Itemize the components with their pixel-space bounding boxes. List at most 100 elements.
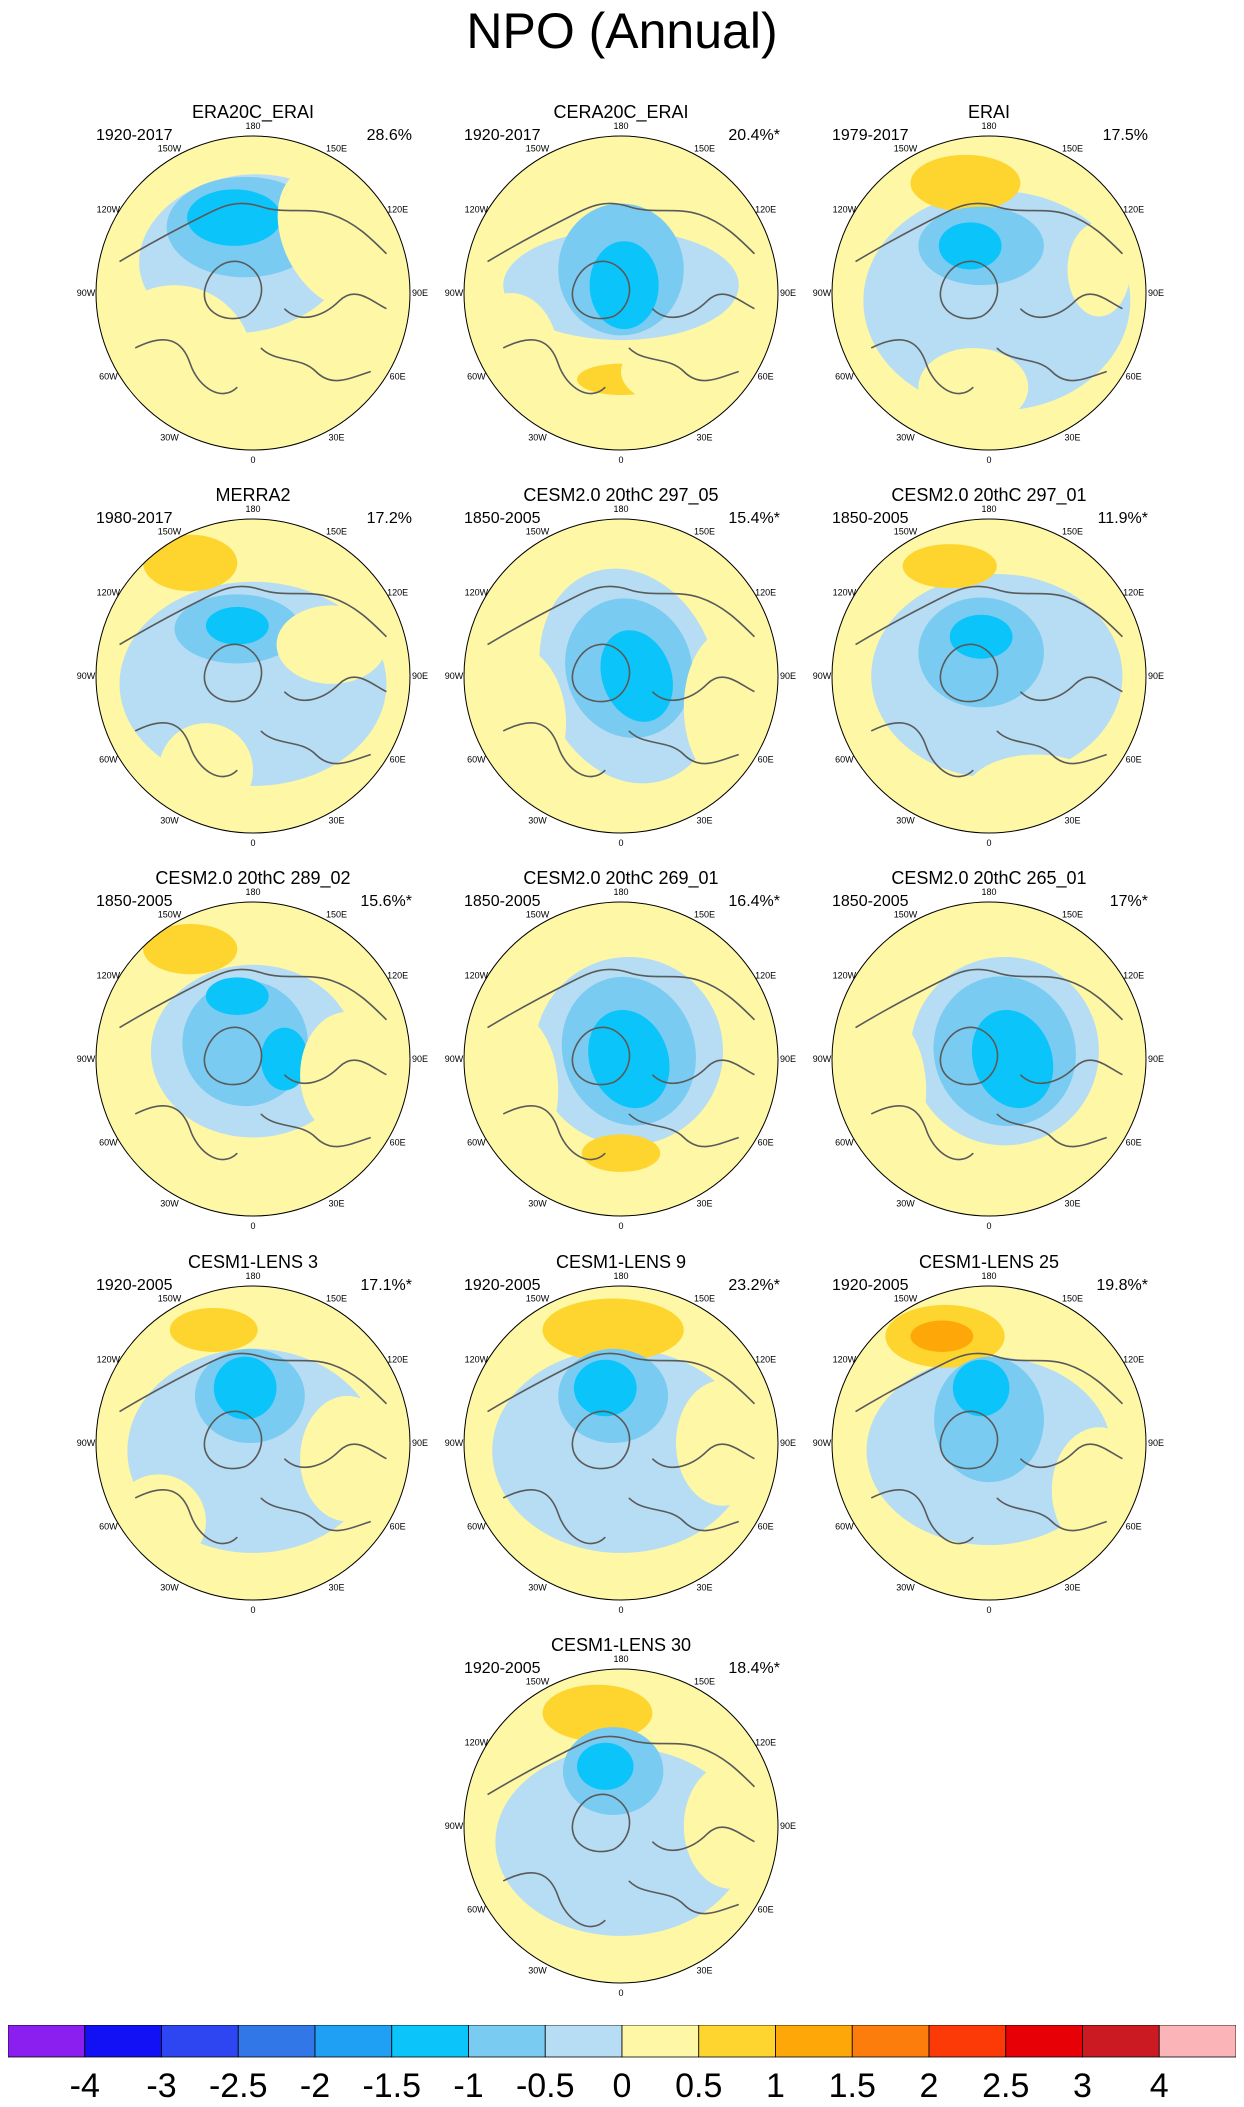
longitude-label: 120E bbox=[1123, 588, 1144, 598]
longitude-label: 150E bbox=[694, 1293, 715, 1303]
map-frame bbox=[463, 518, 779, 834]
coastline bbox=[203, 1410, 263, 1470]
coastline bbox=[502, 1489, 606, 1545]
coastlines bbox=[119, 968, 388, 1161]
longitude-label: 90W bbox=[77, 671, 96, 681]
longitude-label: 60W bbox=[467, 1905, 486, 1915]
longitude-label: 120E bbox=[1123, 1355, 1144, 1365]
panel-title: CESM2.0 20thC 269_01 bbox=[523, 868, 718, 889]
colorbar-swatch bbox=[1158, 2025, 1236, 2058]
longitude-label: 120E bbox=[755, 588, 776, 598]
longitude-label: 30E bbox=[328, 1583, 344, 1593]
longitude-label: 60W bbox=[467, 1522, 486, 1532]
coastline bbox=[939, 1026, 999, 1086]
coastline bbox=[1019, 676, 1123, 701]
longitude-label: 0 bbox=[250, 1221, 255, 1231]
map-panel: 180 150E 120E 90E 60E 30E 0 30W 60W 90W 120W 150W ME… bbox=[77, 485, 428, 848]
contour-region bbox=[971, 1009, 1054, 1109]
coastline bbox=[855, 1352, 1124, 1413]
coastline bbox=[651, 1059, 755, 1084]
panel-period: 1850-2005 bbox=[832, 510, 909, 527]
map-frame bbox=[463, 1285, 779, 1601]
longitude-label: 90E bbox=[412, 1438, 428, 1448]
longitude-label: 60W bbox=[99, 1522, 118, 1532]
longitude-label: 150W bbox=[158, 526, 182, 536]
anomaly-field bbox=[832, 136, 1146, 450]
coastline bbox=[487, 968, 756, 1029]
coastline bbox=[134, 1105, 238, 1161]
longitude-label: 30W bbox=[528, 1199, 547, 1209]
panel-period: 1980-2017 bbox=[96, 510, 173, 527]
contour-region bbox=[300, 1395, 395, 1522]
coastlines bbox=[487, 1735, 756, 1928]
contour-region bbox=[573, 1359, 637, 1417]
longitude-label: 30W bbox=[896, 816, 915, 826]
colorbar-swatch bbox=[8, 2025, 86, 2058]
panel-variance: 15.6%* bbox=[360, 893, 412, 910]
coastlines bbox=[487, 585, 756, 778]
map-frame bbox=[463, 901, 779, 1217]
longitude-label: 90E bbox=[1148, 1054, 1164, 1064]
longitude-label: 60W bbox=[467, 755, 486, 765]
longitude-label: 90W bbox=[813, 1054, 832, 1064]
colorbar-swatch bbox=[851, 2025, 930, 2058]
longitude-label: 120E bbox=[387, 971, 408, 981]
coastline bbox=[119, 968, 388, 1029]
coastlines bbox=[487, 1352, 756, 1545]
longitude-label: 90E bbox=[412, 671, 428, 681]
longitude-label: 60W bbox=[835, 372, 854, 382]
contour-region bbox=[910, 1320, 974, 1352]
panel-variance: 28.6% bbox=[367, 127, 412, 144]
longitude-label: 0 bbox=[250, 455, 255, 465]
coastline bbox=[283, 1443, 387, 1468]
longitude-label: 120W bbox=[833, 971, 857, 981]
colorbar-swatch bbox=[314, 2025, 393, 2058]
map-panel: 180 150E 120E 90E 60E 30E 0 30W 60W 90W 120W 150W CE… bbox=[445, 485, 796, 848]
longitude-label: 180 bbox=[613, 887, 628, 897]
colorbar: -4 -3 -2.5 -2 -1.5 -1 -0.5 0 0.5 1 1.5 2 2.5 3 4 bbox=[8, 2025, 1236, 2105]
longitude-label: 60W bbox=[99, 372, 118, 382]
anomaly-field bbox=[832, 902, 1146, 1216]
longitude-label: 120W bbox=[833, 1355, 857, 1365]
coastline bbox=[651, 1443, 755, 1468]
coastline bbox=[651, 293, 755, 318]
longitude-label: 60E bbox=[390, 1522, 406, 1532]
longitude-label: 150W bbox=[158, 1293, 182, 1303]
longitude-label: 0 bbox=[618, 455, 623, 465]
longitude-label: 60E bbox=[1126, 1138, 1142, 1148]
contour-region bbox=[600, 630, 673, 722]
longitude-label: 30E bbox=[1064, 1583, 1080, 1593]
longitude-label: 120E bbox=[755, 205, 776, 215]
anomaly-field bbox=[96, 902, 410, 1216]
coastlines bbox=[119, 585, 388, 778]
longitude-label: 30E bbox=[328, 433, 344, 443]
coastlines bbox=[487, 968, 756, 1161]
longitude-label: 30W bbox=[896, 433, 915, 443]
coastlines bbox=[487, 202, 756, 395]
coastline bbox=[571, 1410, 631, 1470]
map-panel: 180 150E 120E 90E 60E 30E 0 30W 60W 90W 120W 150W ER… bbox=[77, 102, 428, 465]
coastline bbox=[203, 1026, 263, 1086]
coastline bbox=[571, 260, 631, 320]
longitude-label: 150W bbox=[526, 143, 550, 153]
longitude-label: 30E bbox=[1064, 816, 1080, 826]
longitude-label: 120E bbox=[1123, 971, 1144, 981]
longitude-label: 150W bbox=[526, 526, 550, 536]
coastline bbox=[1019, 1443, 1123, 1468]
longitude-label: 60W bbox=[835, 1522, 854, 1532]
map-frame bbox=[831, 135, 1147, 451]
longitude-label: 90E bbox=[412, 288, 428, 298]
longitude-label: 30W bbox=[160, 816, 179, 826]
coastline bbox=[502, 1105, 606, 1161]
coastlines bbox=[855, 1352, 1124, 1545]
longitude-label: 120W bbox=[97, 205, 121, 215]
map-frame bbox=[831, 518, 1147, 834]
colorbar-swatch bbox=[161, 2025, 239, 2058]
coastline bbox=[939, 643, 999, 703]
coastline bbox=[119, 585, 388, 646]
longitude-label: 0 bbox=[986, 838, 991, 848]
longitude-label: 90W bbox=[813, 1438, 832, 1448]
contour-region bbox=[542, 1298, 684, 1362]
colorbar-label: 1.5 bbox=[829, 2067, 876, 2105]
panel-variance: 19.8%* bbox=[1096, 1277, 1148, 1294]
